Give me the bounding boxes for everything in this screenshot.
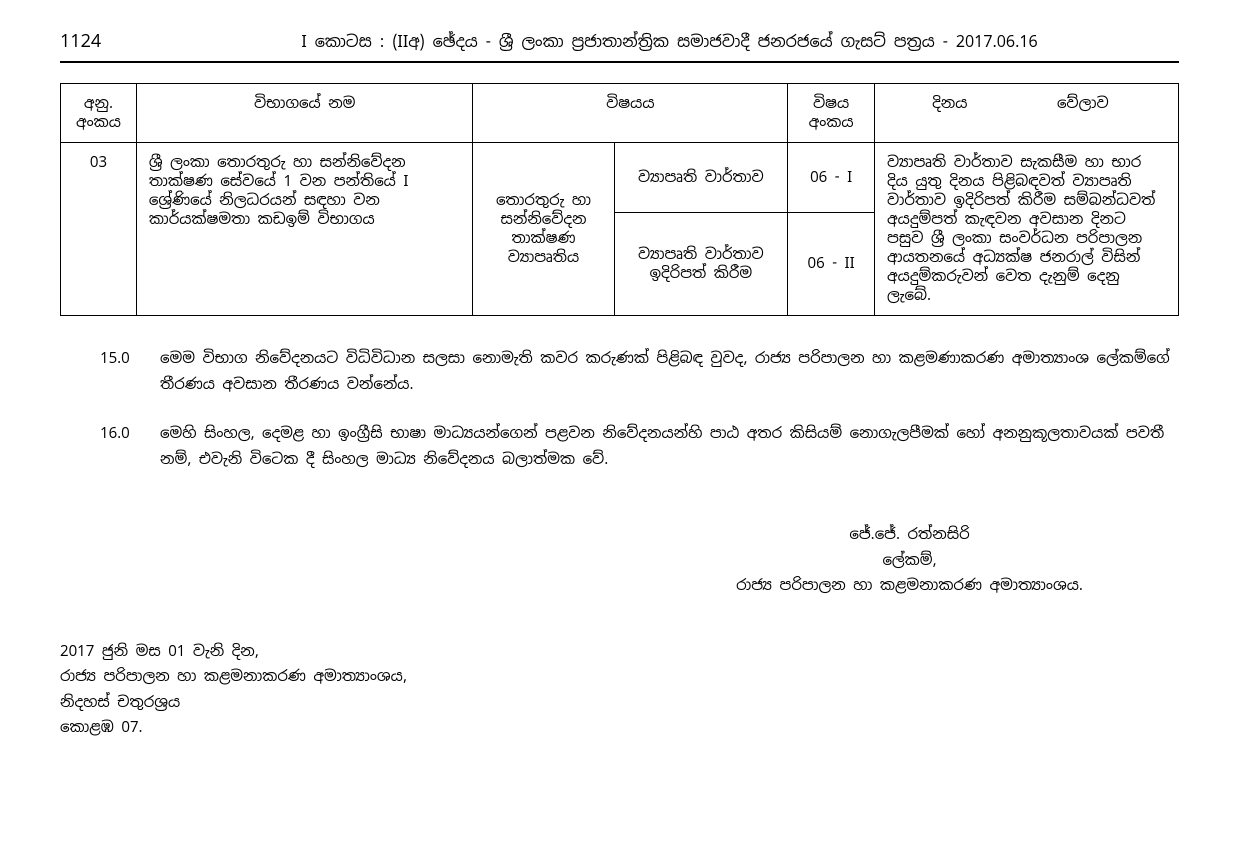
paragraph-text: මෙම විභාග නිවේදනයට විධිවිධාන සලසා නොමැති… bbox=[160, 346, 1179, 397]
header-date-time: දිනය වේලාව bbox=[875, 84, 1179, 143]
signature-block: ජේ.ජේ. රත්නසිරි ලේකම්, රාජ්‍ය පරිපාලන හා… bbox=[640, 522, 1179, 599]
paragraph-number: 16.0 bbox=[100, 421, 160, 472]
page-number: 1124 bbox=[60, 30, 160, 53]
footer-line: කොළඹ 07. bbox=[60, 715, 1179, 741]
footer-line: රාජ්‍ය පරිපාලන හා කළමනාකරණ අමාත්‍යාංශය, bbox=[60, 664, 1179, 690]
cell-subject-b: ව්‍යාපෘති වාර්තාව ඉදිරිපත් කිරීම bbox=[614, 212, 788, 315]
cell-subject-group: තොරතුරු හා සන්නිවේදන තාක්ෂණ ව්‍යාපෘතිය bbox=[473, 143, 614, 316]
footer-block: 2017 ජුනි මස 01 වැනි දින, රාජ්‍ය පරිපාලන… bbox=[60, 639, 1179, 741]
table-row: 03 ශ්‍රී ලංකා තොරතුරු හා සන්නිවේදන තාක්ෂ… bbox=[61, 143, 1179, 213]
cell-subject-b-no: 06 - II bbox=[788, 212, 875, 315]
exam-table: අනු. අංකය විභාගයේ නම විෂයය විෂය අංකය දින… bbox=[60, 83, 1179, 316]
paragraph-section: 15.0 මෙම විභාග නිවේදනයට විධිවිධාන සලසා න… bbox=[60, 346, 1179, 472]
cell-subject-a: ව්‍යාපෘති වාර්තාව bbox=[614, 143, 788, 213]
paragraph-text: මෙහි සිංහල, දෙමළ හා ඉංග්‍රීසි භාෂා මාධ්‍… bbox=[160, 421, 1179, 472]
table-header-row: අනු. අංකය විභාගයේ නම විෂයය විෂය අංකය දින… bbox=[61, 84, 1179, 143]
header-subject: විෂයය bbox=[473, 84, 788, 143]
signature-org: රාජ්‍ය පරිපාලන හා කළමනාකරණ අමාත්‍යාංශය. bbox=[640, 573, 1179, 599]
paragraph-number: 15.0 bbox=[100, 346, 160, 397]
cell-exam-name: ශ්‍රී ලංකා තොරතුරු හා සන්නිවේදන තාක්ෂණ ස… bbox=[136, 143, 473, 316]
cell-serial: 03 bbox=[61, 143, 137, 316]
cell-subject-a-no: 06 - I bbox=[788, 143, 875, 213]
document-header: 1124 I කොටස : (IIඅ) ඡේදය - ශ්‍රී ලංකා ප්… bbox=[60, 30, 1179, 63]
header-exam-name: විභාගයේ නම bbox=[136, 84, 473, 143]
header-title: I කොටස : (IIඅ) ඡේදය - ශ්‍රී ලංකා ප්‍රජාත… bbox=[160, 31, 1179, 52]
signature-name: ජේ.ජේ. රත්නසිරි bbox=[640, 522, 1179, 548]
paragraph-item: 16.0 මෙහි සිංහල, දෙමළ හා ඉංග්‍රීසි භාෂා … bbox=[100, 421, 1179, 472]
paragraph-item: 15.0 මෙම විභාග නිවේදනයට විධිවිධාන සලසා න… bbox=[100, 346, 1179, 397]
header-subject-no: විෂය අංකය bbox=[788, 84, 875, 143]
cell-date-time: ව්‍යාපෘති වාර්තාව සැකසීම හා භාර දිය යුතු… bbox=[875, 143, 1179, 316]
signature-title: ලේකම්, bbox=[640, 548, 1179, 574]
footer-line: 2017 ජුනි මස 01 වැනි දින, bbox=[60, 639, 1179, 665]
header-serial-no: අනු. අංකය bbox=[61, 84, 137, 143]
footer-line: නිදහස් චතුරශ්‍රය bbox=[60, 690, 1179, 716]
